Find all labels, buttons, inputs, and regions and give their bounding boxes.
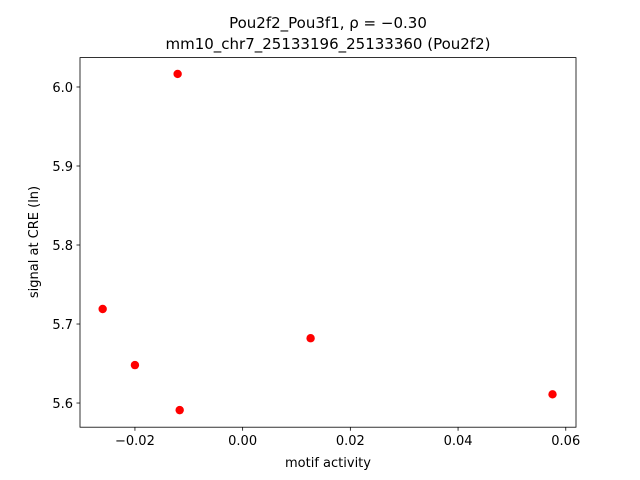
x-tick-label: 0.00 [228, 434, 257, 449]
x-tick-label: 0.06 [551, 434, 580, 449]
point [130, 360, 140, 370]
chart-subtitle: mm10_chr7_25133196_25133360 (Pou2f2) [165, 35, 490, 54]
point [173, 69, 182, 79]
y-tick-label: 5.8 [52, 239, 73, 254]
x-tick-label: 0.02 [336, 434, 365, 449]
chart-title: Pou2f2_Pou3f1, ρ = −0.30 [229, 14, 427, 33]
x-tick-label: −0.02 [115, 434, 155, 449]
point [306, 334, 315, 343]
point [548, 390, 557, 399]
point [98, 304, 107, 314]
plot-frame [79, 57, 577, 428]
y-tick-label: 5.9 [52, 160, 73, 175]
y-tick-label: 5.6 [52, 397, 73, 412]
x-axis-label: motif activity [285, 456, 371, 471]
point [175, 405, 184, 415]
x-tick-label: 0.04 [444, 434, 473, 449]
y-axis-label: signal at CRE (ln) [27, 186, 42, 298]
y-tick-label: 5.7 [52, 318, 73, 333]
y-tick-label: 6.0 [52, 81, 73, 96]
